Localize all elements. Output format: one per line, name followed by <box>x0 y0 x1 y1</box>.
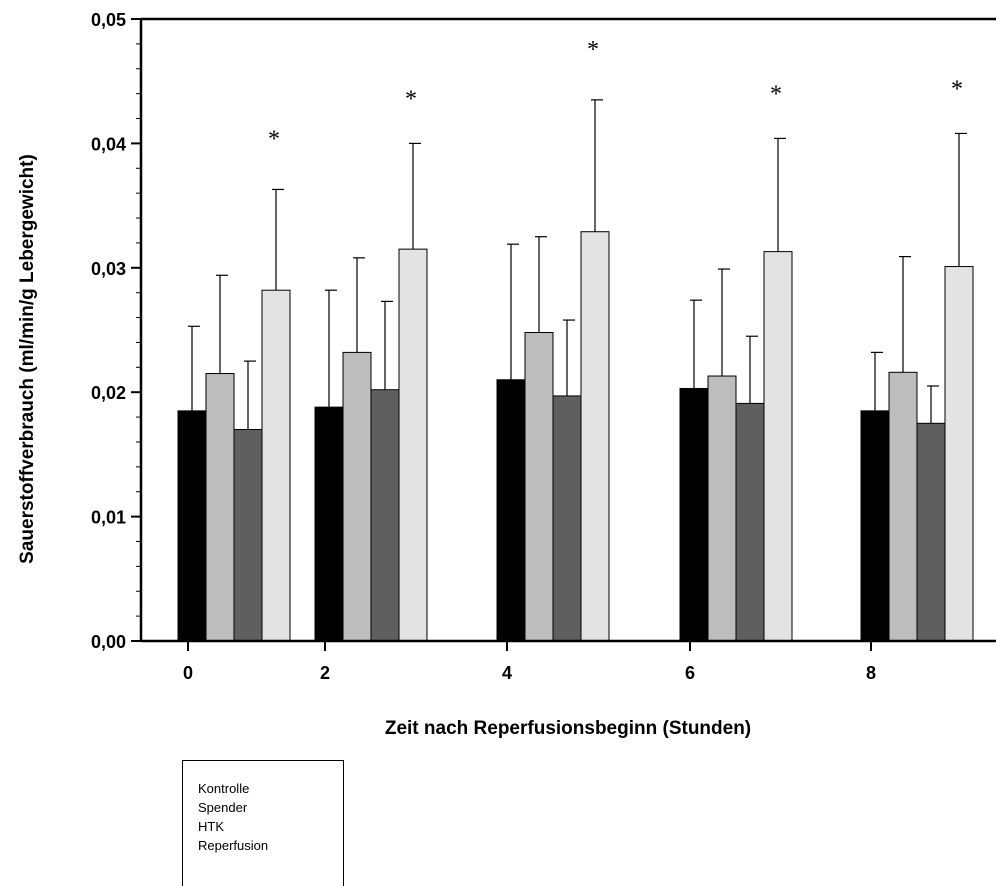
significance-marker-0: * <box>268 126 280 152</box>
x-tick-label-2: 2 <box>320 663 330 683</box>
legend-item-htk: HTK <box>198 819 224 834</box>
bars-layer <box>177 99 974 642</box>
y-tick-label-5: 0,05 <box>91 10 126 30</box>
bar-htk-0 <box>233 429 263 642</box>
bar-kontrolle-2 <box>314 406 344 642</box>
bar-kontrolle-8 <box>860 410 890 642</box>
bar-htk-4 <box>552 395 582 642</box>
bar-reperfusion-4 <box>580 231 610 642</box>
bar-spender-2 <box>342 351 372 642</box>
x-axis-title: Zeit nach Reperfusionsbeginn (Stunden) <box>385 718 751 739</box>
bar-htk-2 <box>370 389 400 642</box>
significance-marker-2: * <box>405 86 417 112</box>
legend: Kontrolle Spender HTK Reperfusion <box>182 760 344 886</box>
legend-item-reperfusion: Reperfusion <box>198 838 269 853</box>
bar-spender-6 <box>707 375 737 642</box>
bar-kontrolle-0 <box>177 410 207 642</box>
bar-reperfusion-8 <box>944 266 974 642</box>
bar-spender-4 <box>524 331 554 642</box>
y-tick-label-1: 0,01 <box>91 508 126 528</box>
x-tick-label-4: 4 <box>502 663 512 683</box>
significance-marker-4: * <box>587 37 599 63</box>
bar-reperfusion-6 <box>763 251 793 642</box>
y-tick-label-4: 0,04 <box>91 134 126 154</box>
significance-marker-8: * <box>951 76 963 102</box>
bar-kontrolle-4 <box>496 379 526 642</box>
y-axis-title: Sauerstoffverbrauch (ml/min/g Lebergewic… <box>17 154 38 564</box>
x-tick-label-6: 6 <box>685 663 695 683</box>
legend-item-spender: Spender <box>198 800 248 815</box>
bar-htk-6 <box>735 402 765 642</box>
bar-htk-8 <box>916 422 946 642</box>
axes-layer <box>131 17 996 651</box>
y-tick-label-2: 0,02 <box>91 383 126 403</box>
bar-spender-8 <box>888 371 918 642</box>
bar-reperfusion-2 <box>398 248 428 642</box>
y-tick-label-0: 0,00 <box>91 632 126 652</box>
bar-reperfusion-0 <box>261 289 291 642</box>
significance-marker-6: * <box>770 81 782 107</box>
x-tick-label-0: 0 <box>183 663 193 683</box>
bar-kontrolle-6 <box>679 387 709 642</box>
legend-item-kontrolle: Kontrolle <box>198 781 250 796</box>
bar-spender-0 <box>205 373 235 642</box>
x-tick-label-8: 8 <box>866 663 876 683</box>
y-tick-label-3: 0,03 <box>91 259 126 279</box>
bar-chart: * 0 * 2 * 4 * 6 * 8 0,00 0,01 0,02 0,03 0,04 0,05 Zeit … <box>17 10 996 739</box>
labels-layer: * 0 * 2 * 4 * 6 * 8 0,00 0,01 0,02 0,03 0,04 0,05 <box>91 10 963 683</box>
